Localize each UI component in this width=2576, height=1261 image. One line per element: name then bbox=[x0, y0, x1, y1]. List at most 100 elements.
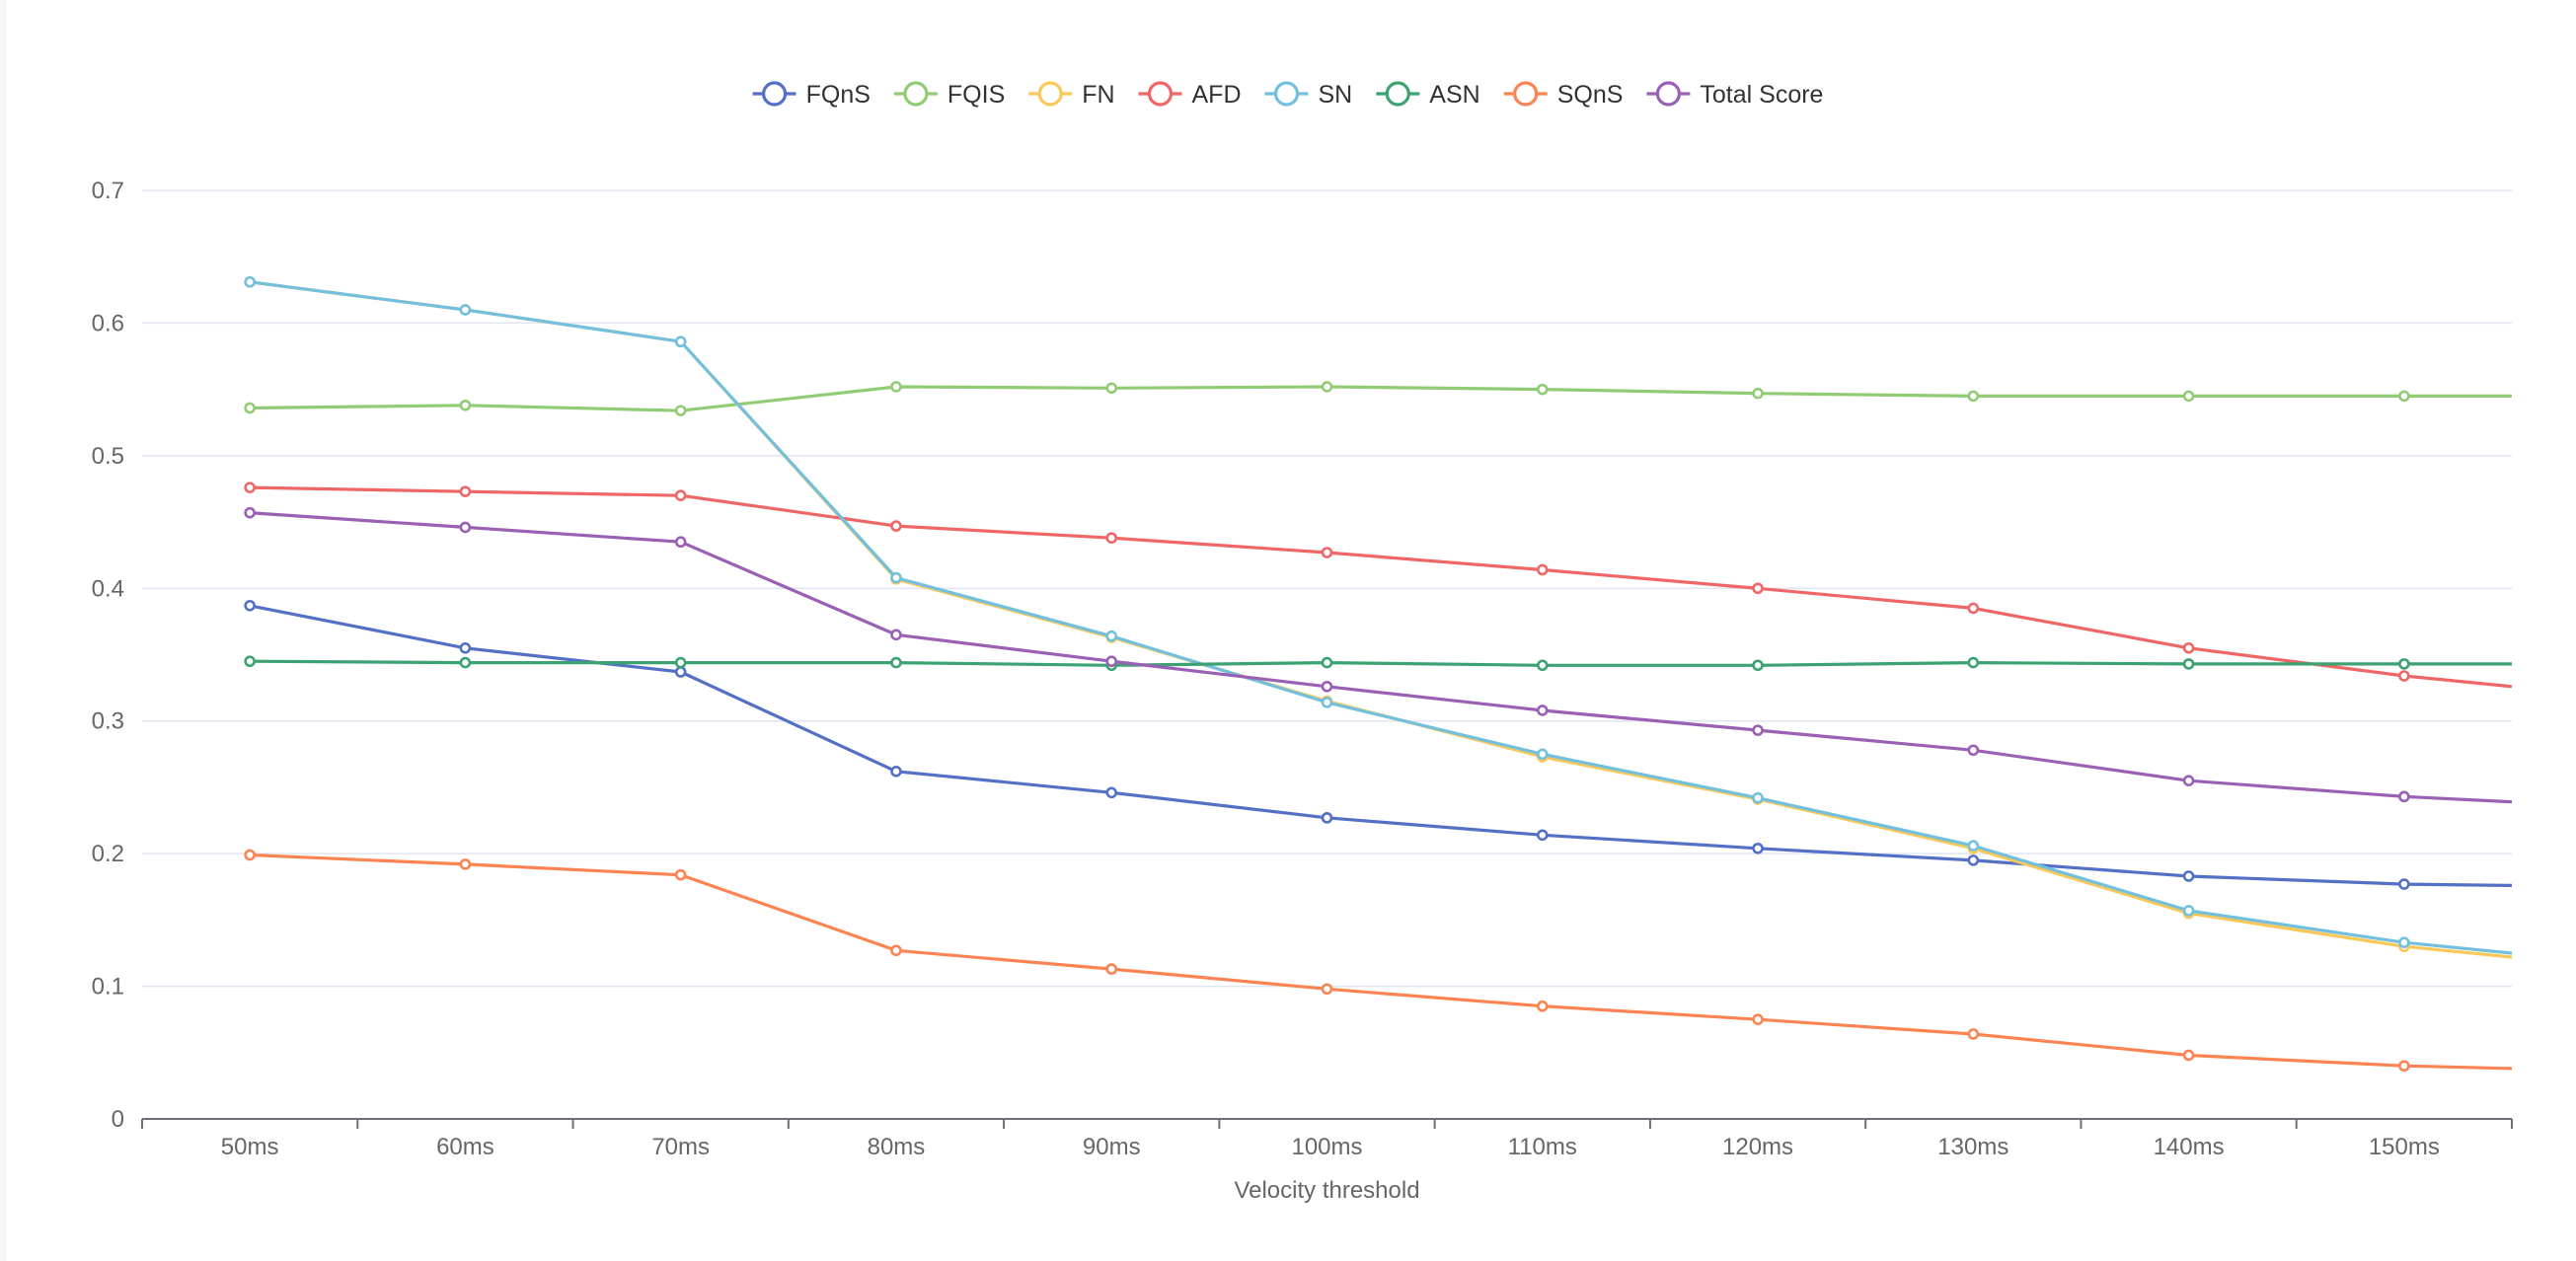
data-point-fqns[interactable] bbox=[1752, 842, 1764, 854]
data-point-asn[interactable] bbox=[1536, 659, 1549, 672]
legend-item-asn[interactable]: ASN bbox=[1376, 81, 1480, 109]
data-point-sqns[interactable] bbox=[2398, 1060, 2410, 1073]
legend-circle-icon bbox=[761, 81, 788, 107]
data-point-sqns[interactable] bbox=[2182, 1049, 2195, 1062]
data-point-sn[interactable] bbox=[459, 304, 472, 316]
series-line-fqns bbox=[249, 604, 2513, 887]
data-point-fqis[interactable] bbox=[1321, 381, 1333, 393]
data-point-asn[interactable] bbox=[2182, 658, 2195, 670]
data-point-afd[interactable] bbox=[459, 485, 472, 497]
data-point-sn[interactable] bbox=[674, 335, 687, 348]
data-point-sn[interactable] bbox=[1967, 840, 1980, 852]
data-point-fqis[interactable] bbox=[1536, 383, 1549, 396]
y-tick-label: 0 bbox=[112, 1106, 124, 1133]
series-layer bbox=[244, 275, 2513, 1073]
data-point-sqns[interactable] bbox=[459, 858, 472, 870]
legend-item-fqis[interactable]: FQIS bbox=[893, 81, 1005, 109]
data-point-total-score[interactable] bbox=[1752, 724, 1764, 736]
data-point-asn[interactable] bbox=[674, 656, 687, 669]
data-point-afd[interactable] bbox=[1105, 532, 1118, 545]
data-point-fqns[interactable] bbox=[1321, 812, 1333, 824]
legend-item-sqns[interactable]: SQnS bbox=[1503, 81, 1624, 109]
data-point-sn[interactable] bbox=[890, 571, 902, 584]
data-point-afd[interactable] bbox=[1967, 602, 1980, 615]
data-point-afd[interactable] bbox=[1536, 563, 1549, 576]
data-point-asn[interactable] bbox=[890, 656, 902, 669]
data-point-sn[interactable] bbox=[1321, 697, 1333, 708]
data-point-sn[interactable] bbox=[2398, 936, 2410, 949]
data-point-afd[interactable] bbox=[2398, 670, 2410, 682]
series-fn bbox=[244, 275, 2513, 959]
legend-item-sn[interactable]: SN bbox=[1264, 81, 1353, 109]
data-point-afd[interactable] bbox=[1752, 582, 1764, 595]
data-point-fqns[interactable] bbox=[2398, 878, 2410, 890]
data-point-sn[interactable] bbox=[1752, 791, 1764, 804]
data-point-fqis[interactable] bbox=[2182, 390, 2195, 403]
data-point-fqis[interactable] bbox=[1752, 387, 1764, 400]
data-point-fqis[interactable] bbox=[244, 402, 256, 414]
data-point-asn[interactable] bbox=[2398, 658, 2410, 670]
data-point-sqns[interactable] bbox=[1536, 1000, 1549, 1012]
data-point-sn[interactable] bbox=[1536, 748, 1549, 761]
data-point-sqns[interactable] bbox=[1105, 963, 1118, 975]
data-point-total-score[interactable] bbox=[2398, 790, 2410, 803]
chart-legend: FQnS FQIS FN AFD SN ASN SQnS Total Score bbox=[752, 81, 1823, 109]
data-point-fqns[interactable] bbox=[1536, 829, 1549, 842]
y-axis-tick-labels: 0 0.1 0.2 0.3 0.4 0.5 0.6 0.7 bbox=[92, 178, 124, 1133]
data-point-fqis[interactable] bbox=[459, 399, 472, 411]
data-point-sn[interactable] bbox=[244, 275, 256, 288]
series-asn bbox=[244, 655, 2512, 672]
data-point-fqis[interactable] bbox=[1105, 382, 1118, 395]
legend-item-afd[interactable]: AFD bbox=[1138, 81, 1242, 109]
series-line-afd bbox=[250, 485, 2513, 689]
data-point-total-score[interactable] bbox=[1967, 744, 1980, 757]
data-point-asn[interactable] bbox=[1967, 656, 1980, 669]
data-point-sqns[interactable] bbox=[1967, 1028, 1980, 1040]
data-point-fqns[interactable] bbox=[1967, 854, 1980, 866]
data-point-afd[interactable] bbox=[890, 520, 902, 532]
data-point-asn[interactable] bbox=[1321, 656, 1333, 669]
data-point-sqns[interactable] bbox=[890, 944, 902, 957]
legend-item-fqns[interactable]: FQnS bbox=[752, 81, 871, 109]
data-point-fqis[interactable] bbox=[1967, 390, 1980, 403]
data-point-fqis[interactable] bbox=[2398, 390, 2410, 403]
left-edge-shade bbox=[0, 0, 6, 1261]
data-point-fqns[interactable] bbox=[459, 641, 472, 654]
data-point-sqns[interactable] bbox=[244, 849, 256, 861]
data-point-total-score[interactable] bbox=[2182, 775, 2195, 787]
legend-item-total-score[interactable]: Total Score bbox=[1646, 81, 1823, 109]
data-point-sqns[interactable] bbox=[674, 868, 687, 881]
x-tick-label: 130ms bbox=[1937, 1134, 2008, 1160]
data-point-sqns[interactable] bbox=[1752, 1013, 1764, 1025]
data-point-fqns[interactable] bbox=[244, 599, 256, 612]
data-point-afd[interactable] bbox=[2182, 641, 2195, 654]
data-point-fqns[interactable] bbox=[674, 666, 687, 678]
data-point-sqns[interactable] bbox=[1321, 983, 1333, 996]
data-point-fqns[interactable] bbox=[890, 765, 902, 778]
data-point-total-score[interactable] bbox=[674, 536, 687, 549]
data-point-total-score[interactable] bbox=[890, 629, 902, 641]
data-point-fqns[interactable] bbox=[2182, 870, 2195, 882]
data-point-total-score[interactable] bbox=[1536, 705, 1549, 716]
data-point-asn[interactable] bbox=[459, 656, 472, 669]
series-line-fn bbox=[249, 280, 2513, 959]
y-tick-label: 0.4 bbox=[92, 575, 124, 602]
data-point-total-score[interactable] bbox=[1321, 680, 1333, 693]
legend-label: FQIS bbox=[947, 81, 1005, 109]
data-point-afd[interactable] bbox=[674, 489, 687, 501]
data-point-fqis[interactable] bbox=[674, 405, 687, 416]
data-point-total-score[interactable] bbox=[244, 506, 256, 519]
data-point-sn[interactable] bbox=[1105, 630, 1118, 642]
data-point-afd[interactable] bbox=[1321, 547, 1333, 558]
data-point-total-score[interactable] bbox=[459, 521, 472, 534]
data-point-fqns[interactable] bbox=[1105, 786, 1118, 799]
legend-circle-icon bbox=[1513, 81, 1539, 107]
data-point-asn[interactable] bbox=[1752, 659, 1764, 672]
data-point-total-score[interactable] bbox=[1105, 655, 1118, 668]
data-point-afd[interactable] bbox=[244, 482, 256, 493]
legend-item-fn[interactable]: FN bbox=[1028, 81, 1115, 109]
data-point-sn[interactable] bbox=[2182, 905, 2195, 917]
data-point-asn[interactable] bbox=[244, 655, 256, 668]
series-fqis bbox=[244, 381, 2512, 416]
data-point-fqis[interactable] bbox=[890, 381, 902, 393]
